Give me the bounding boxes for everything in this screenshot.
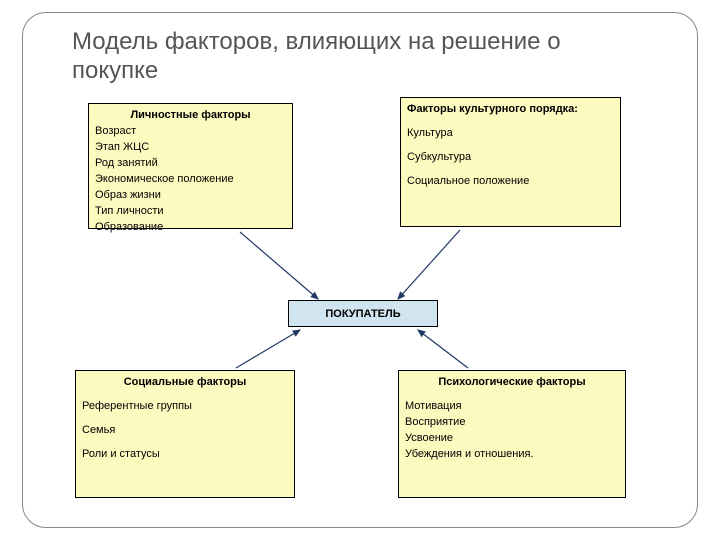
- box-cultural-factors: Факторы культурного порядка: Культура Су…: [400, 97, 621, 227]
- box-personal-factors: Личностные факторы Возраст Этап ЖЦС Род …: [88, 103, 293, 229]
- psych-item: Убеждения и отношения.: [405, 447, 619, 463]
- cultural-item: Субкультура: [407, 150, 614, 166]
- buyer-label: ПОКУПАТЕЛЬ: [325, 308, 400, 320]
- personal-item: Образование: [95, 220, 286, 236]
- social-item: Семья: [82, 423, 288, 439]
- psych-item: Мотивация: [405, 399, 619, 415]
- box-personal-header: Личностные факторы: [95, 108, 286, 124]
- personal-item: Экономическое положение: [95, 172, 286, 188]
- box-psych-factors: Психологические факторы Мотивация Воспри…: [398, 370, 626, 498]
- psych-item: Восприятие: [405, 415, 619, 431]
- psych-item: Усвоение: [405, 431, 619, 447]
- cultural-item: Социальное положение: [407, 174, 614, 190]
- cultural-item: Культура: [407, 126, 614, 142]
- box-cultural-header: Факторы культурного порядка:: [407, 102, 614, 118]
- box-social-factors: Социальные факторы Референтные группы Се…: [75, 370, 295, 498]
- social-item: Референтные группы: [82, 399, 288, 415]
- slide-title: Модель факторов, влияющих на решение о п…: [72, 28, 652, 86]
- box-psych-header: Психологические факторы: [405, 375, 619, 391]
- personal-item: Образ жизни: [95, 188, 286, 204]
- social-item: Роли и статусы: [82, 447, 288, 463]
- personal-item: Этап ЖЦС: [95, 140, 286, 156]
- personal-item: Тип личности: [95, 204, 286, 220]
- personal-item: Возраст: [95, 124, 286, 140]
- box-buyer: ПОКУПАТЕЛЬ: [288, 300, 438, 327]
- personal-item: Род занятий: [95, 156, 286, 172]
- box-social-header: Социальные факторы: [82, 375, 288, 391]
